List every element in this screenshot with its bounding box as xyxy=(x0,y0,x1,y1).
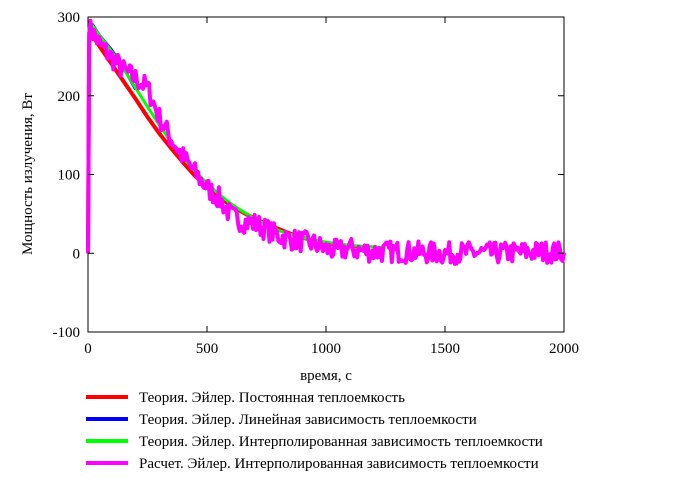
x-ticks: 0 500 1000 1500 2000 xyxy=(84,17,579,357)
y-tick-label: 100 xyxy=(58,168,81,184)
x-tick-label: 2000 xyxy=(549,341,579,357)
series-layer xyxy=(86,18,566,266)
x-tick-label: 500 xyxy=(196,341,219,357)
y-tick-label: 200 xyxy=(58,89,81,105)
x-tick-label: 1000 xyxy=(311,341,341,357)
y-axis-title: Мощность излучения, Вт xyxy=(20,93,36,255)
legend-label-3: Теория. Эйлер. Интерполированная зависим… xyxy=(139,434,543,450)
y-tick-label: -100 xyxy=(53,325,81,341)
y-tick-label: 300 xyxy=(58,10,81,26)
y-tick-label: 0 xyxy=(73,246,81,262)
legend-label-2: Теория. Эйлер. Линейная зависимость тепл… xyxy=(139,412,477,428)
x-axis-title: время, с xyxy=(300,368,352,384)
legend-label-4: Расчет. Эйлер. Интерполированная зависим… xyxy=(139,456,539,472)
plot-area xyxy=(87,16,565,333)
y-ticks: -100 0 100 200 300 xyxy=(53,10,564,341)
x-tick-label: 0 xyxy=(84,341,92,357)
x-tick-label: 1500 xyxy=(430,341,460,357)
legend: Теория. Эйлер. Постоянная теплоемкость Те… xyxy=(86,390,543,472)
series-line-4 xyxy=(86,18,566,266)
legend-label-1: Теория. Эйлер. Постоянная теплоемкость xyxy=(139,390,405,406)
